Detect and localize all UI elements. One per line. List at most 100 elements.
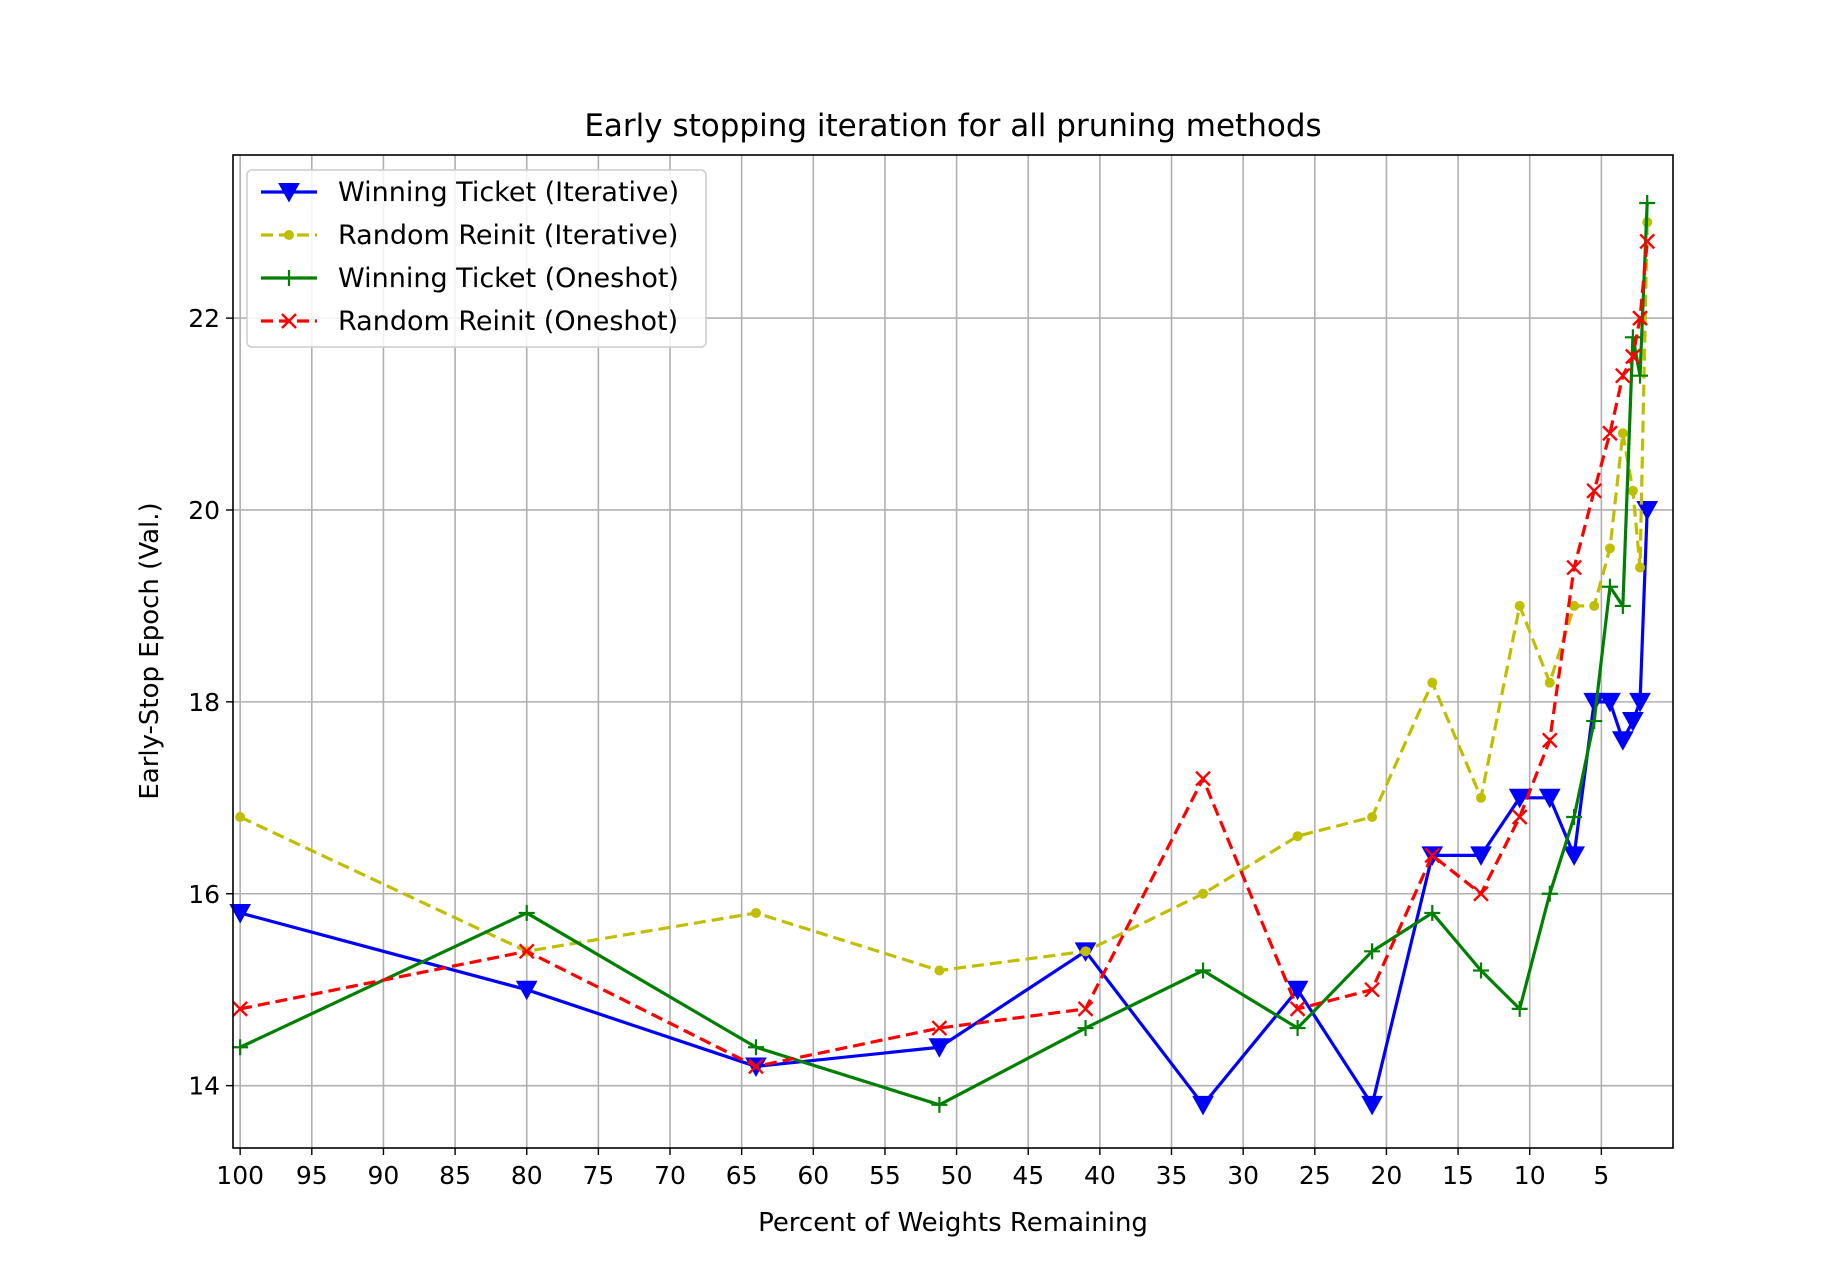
legend-label: Random Reinit (Oneshot)	[338, 306, 678, 337]
data-point	[1286, 980, 1309, 1001]
y-tick-label: 22	[188, 304, 220, 333]
x-tick-label: 55	[869, 1161, 901, 1190]
data-point	[1544, 677, 1555, 688]
data-point	[931, 1020, 948, 1036]
data-point	[1289, 1001, 1306, 1017]
legend-entry: Winning Ticket (Oneshot)	[261, 263, 679, 294]
x-tick-label: 15	[1442, 1161, 1474, 1190]
data-point	[1586, 482, 1603, 499]
data-point	[1361, 1095, 1383, 1116]
data-point	[931, 1096, 948, 1113]
legend-label: Random Reinit (Iterative)	[338, 220, 678, 251]
data-point	[1080, 946, 1091, 957]
data-point	[1617, 428, 1628, 439]
data-point	[1195, 770, 1211, 787]
data-point	[1511, 1000, 1528, 1017]
x-tick-label: 40	[1084, 1161, 1116, 1190]
legend-marker	[278, 183, 300, 203]
data-point	[1192, 1095, 1214, 1116]
data-point	[750, 907, 761, 918]
data-point	[1625, 348, 1641, 365]
x-tick-label: 65	[726, 1161, 758, 1190]
data-point	[1612, 731, 1634, 751]
y-tick-label: 16	[188, 880, 220, 909]
y-tick-label: 20	[188, 496, 220, 525]
data-point	[934, 965, 945, 976]
data-point	[229, 903, 252, 924]
x-tick-label: 70	[654, 1161, 686, 1190]
x-tick-label: 5	[1593, 1161, 1609, 1190]
data-point	[518, 904, 535, 921]
x-tick-label: 100	[216, 1161, 264, 1190]
data-point	[1569, 600, 1580, 611]
data-point	[1639, 194, 1656, 211]
legend-marker	[281, 270, 297, 286]
y-axis-ticks: 14 16 18 20 22	[188, 304, 233, 1101]
data-point	[1604, 543, 1615, 554]
data-point	[1566, 559, 1582, 576]
plot-frame	[232, 154, 1674, 1149]
data-point	[232, 1001, 249, 1017]
legend-marker	[281, 313, 297, 329]
plot-series	[229, 194, 1659, 1116]
data-point	[1511, 809, 1528, 825]
data-point	[1589, 600, 1600, 611]
data-point	[235, 812, 246, 822]
data-point	[1632, 310, 1648, 326]
data-point	[748, 1058, 764, 1075]
data-point	[1635, 562, 1646, 573]
data-point	[515, 980, 538, 1001]
data-point	[1292, 831, 1303, 842]
data-point	[1473, 962, 1489, 979]
data-point	[1424, 847, 1441, 864]
x-axis-ticks: 100 95 90 85 80 75 70 65 60 55 50 45 40 35 30 25 20 15 10 5	[216, 1148, 1609, 1190]
data-point	[1615, 367, 1631, 384]
data-point	[1541, 885, 1558, 902]
y-tick-label: 14	[188, 1072, 220, 1101]
x-tick-label: 75	[582, 1161, 614, 1190]
legend: Winning Ticket (Iterative) Random Reinit …	[246, 169, 707, 348]
data-point	[1629, 692, 1651, 713]
x-tick-label: 95	[296, 1161, 328, 1190]
y-axis-label: Early-Stop Epoch (Val.)	[135, 502, 165, 799]
data-point	[1289, 1020, 1306, 1037]
legend-label: Winning Ticket (Iterative)	[338, 177, 679, 208]
data-point	[1614, 597, 1631, 614]
x-tick-label: 50	[941, 1161, 973, 1190]
x-tick-label: 25	[1299, 1161, 1331, 1190]
data-point	[1627, 485, 1638, 496]
x-tick-label: 10	[1514, 1161, 1546, 1190]
legend-box	[246, 169, 707, 348]
data-point	[1364, 943, 1381, 960]
data-point	[1624, 329, 1641, 346]
x-tick-label: 85	[439, 1161, 471, 1190]
legend-entry: Random Reinit (Oneshot)	[261, 306, 678, 337]
x-tick-label: 60	[797, 1161, 829, 1190]
series-2	[232, 194, 1656, 1113]
x-tick-label: 80	[511, 1161, 543, 1190]
x-axis-label: Percent of Weights Remaining	[758, 1208, 1148, 1238]
legend-marker	[284, 230, 294, 240]
data-point	[1427, 677, 1438, 688]
data-point	[518, 943, 535, 960]
data-point	[1636, 500, 1659, 521]
data-point	[1470, 846, 1492, 866]
x-tick-label: 35	[1156, 1161, 1188, 1190]
x-tick-label: 45	[1012, 1161, 1044, 1190]
data-point	[232, 1039, 249, 1056]
data-point	[1632, 367, 1649, 384]
data-point	[1538, 788, 1561, 809]
data-point	[1476, 792, 1486, 803]
data-point	[1563, 846, 1585, 866]
x-tick-label: 20	[1371, 1161, 1403, 1190]
data-point	[1514, 600, 1525, 611]
data-point	[1622, 712, 1644, 732]
chart-title: Early stopping iteration for all pruning…	[584, 108, 1321, 144]
data-point	[1583, 692, 1606, 713]
data-point	[1599, 692, 1621, 713]
data-point	[1424, 904, 1441, 921]
data-point	[1586, 713, 1603, 730]
data-point	[1364, 981, 1380, 998]
data-point	[1367, 812, 1378, 822]
